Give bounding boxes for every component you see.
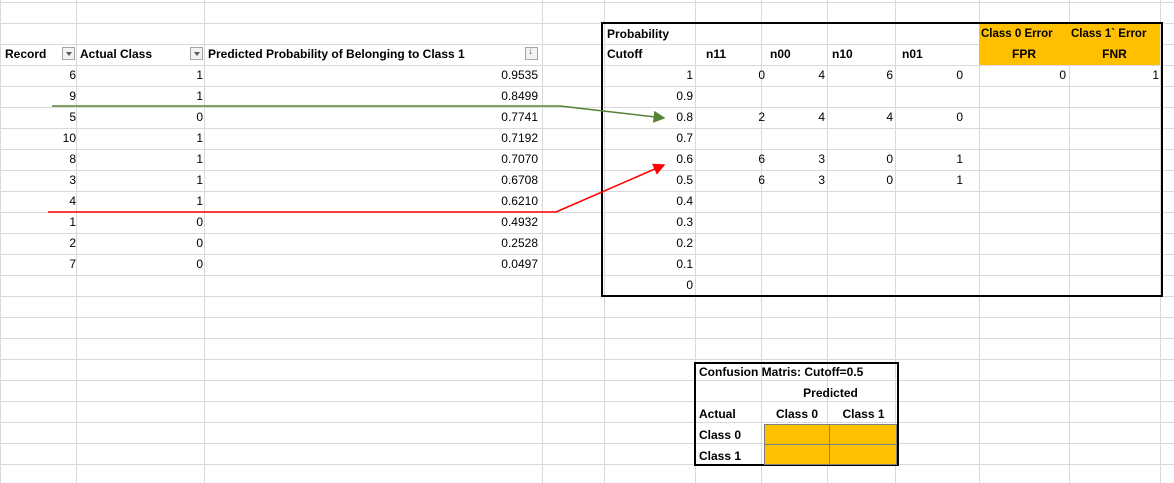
confusion-col-class1[interactable]: Class 1 xyxy=(842,407,885,421)
header-predicted-probability[interactable]: Predicted Probability of Belonging to Cl… xyxy=(208,47,465,61)
cutoff-cell[interactable]: 0.4 xyxy=(676,194,693,208)
cutoff-cell[interactable]: 0 xyxy=(686,278,693,292)
actual-class-cell[interactable]: 0 xyxy=(196,215,203,229)
filter-dropdown-icon[interactable] xyxy=(190,47,203,60)
n00-cell[interactable]: 3 xyxy=(818,173,825,187)
n11-cell[interactable]: 6 xyxy=(758,173,765,187)
actual-class-cell[interactable]: 1 xyxy=(196,194,203,208)
probability-cell[interactable]: 0.8499 xyxy=(501,89,538,103)
probability-cell[interactable]: 0.2528 xyxy=(501,236,538,250)
cutoff-cell[interactable]: 0.8 xyxy=(676,110,693,124)
cutoff-cell[interactable]: 0.6 xyxy=(676,152,693,166)
cutoff-cell[interactable]: 0.5 xyxy=(676,173,693,187)
fnr-cell[interactable]: 1 xyxy=(1152,68,1159,82)
actual-class-cell[interactable]: 0 xyxy=(196,110,203,124)
actual-class-cell[interactable]: 1 xyxy=(196,131,203,145)
header-class0-error[interactable]: Class 0 Error xyxy=(981,28,1053,40)
n01-cell[interactable]: 0 xyxy=(956,68,963,82)
header-class1-error[interactable]: Class 1` Error xyxy=(1071,28,1147,40)
header-n00[interactable]: n00 xyxy=(770,47,791,61)
actual-class-cell[interactable]: 1 xyxy=(196,173,203,187)
n00-cell[interactable]: 4 xyxy=(818,68,825,82)
record-cell[interactable]: 2 xyxy=(69,236,76,250)
header-record[interactable]: Record xyxy=(5,47,47,61)
cutoff-cell[interactable]: 0.7 xyxy=(676,131,693,145)
probability-cell[interactable]: 0.6708 xyxy=(501,173,538,187)
actual-class-cell[interactable]: 1 xyxy=(196,68,203,82)
record-cell[interactable]: 10 xyxy=(62,131,76,145)
probability-cell[interactable]: 0.6210 xyxy=(501,194,538,208)
actual-class-cell[interactable]: 1 xyxy=(196,89,203,103)
cutoff-cell[interactable]: 0.3 xyxy=(676,215,693,229)
record-cell[interactable]: 5 xyxy=(69,110,76,124)
probability-cell[interactable]: 0.7192 xyxy=(501,131,538,145)
confusion-row-class1[interactable]: Class 1 xyxy=(699,449,742,463)
actual-class-cell[interactable]: 0 xyxy=(196,236,203,250)
record-cell[interactable]: 9 xyxy=(69,89,76,103)
cutoff-cell[interactable]: 1 xyxy=(686,68,693,82)
probability-cell[interactable]: 0.4932 xyxy=(501,215,538,229)
actual-class-cell[interactable]: 0 xyxy=(196,257,203,271)
n00-cell[interactable]: 3 xyxy=(818,152,825,166)
fpr-cell[interactable]: 0 xyxy=(1059,68,1066,82)
header-fpr[interactable]: FPR xyxy=(1012,47,1036,61)
cutoff-header-line1[interactable]: Probability xyxy=(607,27,670,41)
record-cell[interactable]: 7 xyxy=(69,257,76,271)
confusion-row-class0[interactable]: Class 0 xyxy=(699,428,742,442)
record-cell[interactable]: 8 xyxy=(69,152,76,166)
n00-cell[interactable]: 4 xyxy=(818,110,825,124)
cutoff-cell[interactable]: 0.1 xyxy=(676,257,693,271)
confusion-col-class0[interactable]: Class 0 xyxy=(775,407,819,421)
header-n10[interactable]: n10 xyxy=(832,47,853,61)
confusion-matrix-border xyxy=(694,362,899,466)
n11-cell[interactable]: 6 xyxy=(758,152,765,166)
record-cell[interactable]: 3 xyxy=(69,173,76,187)
header-fnr[interactable]: FNR xyxy=(1102,47,1127,61)
n10-cell[interactable]: 0 xyxy=(886,173,893,187)
n10-cell[interactable]: 0 xyxy=(886,152,893,166)
record-cell[interactable]: 4 xyxy=(69,194,76,208)
n11-cell[interactable]: 2 xyxy=(758,110,765,124)
header-n01[interactable]: n01 xyxy=(902,47,923,61)
n01-cell[interactable]: 1 xyxy=(956,173,963,187)
cutoff-cell[interactable]: 0.2 xyxy=(676,236,693,250)
green-arrow xyxy=(52,105,666,123)
probability-cell[interactable]: 0.7741 xyxy=(501,110,538,124)
probability-cell[interactable]: 0.7070 xyxy=(501,152,538,166)
header-n11[interactable]: n11 xyxy=(706,47,727,61)
n10-cell[interactable]: 6 xyxy=(886,68,893,82)
confusion-title[interactable]: Confusion Matris: Cutoff=0.5 xyxy=(699,365,864,379)
confusion-actual-label[interactable]: Actual xyxy=(699,407,736,421)
red-arrow xyxy=(48,163,666,213)
cutoff-cell[interactable]: 0.9 xyxy=(676,89,693,103)
confusion-cell-1-1[interactable] xyxy=(829,444,897,465)
actual-class-cell[interactable]: 1 xyxy=(196,152,203,166)
sort-descending-filter-icon[interactable] xyxy=(525,46,538,60)
probability-cell[interactable]: 0.0497 xyxy=(501,257,538,271)
confusion-predicted-label[interactable]: Predicted xyxy=(803,386,858,400)
n01-cell[interactable]: 0 xyxy=(956,110,963,124)
n11-cell[interactable]: 0 xyxy=(758,68,765,82)
cutoff-table-border xyxy=(601,22,1163,297)
header-actual-class[interactable]: Actual Class xyxy=(80,47,153,61)
record-cell[interactable]: 1 xyxy=(69,215,76,229)
n01-cell[interactable]: 1 xyxy=(956,152,963,166)
probability-cell[interactable]: 0.9535 xyxy=(501,68,538,82)
record-cell[interactable]: 6 xyxy=(69,68,76,82)
error-header-fill xyxy=(979,23,1160,65)
n10-cell[interactable]: 4 xyxy=(886,110,893,124)
filter-dropdown-icon[interactable] xyxy=(62,47,75,60)
cutoff-header-line2[interactable]: Cutoff xyxy=(607,47,643,61)
